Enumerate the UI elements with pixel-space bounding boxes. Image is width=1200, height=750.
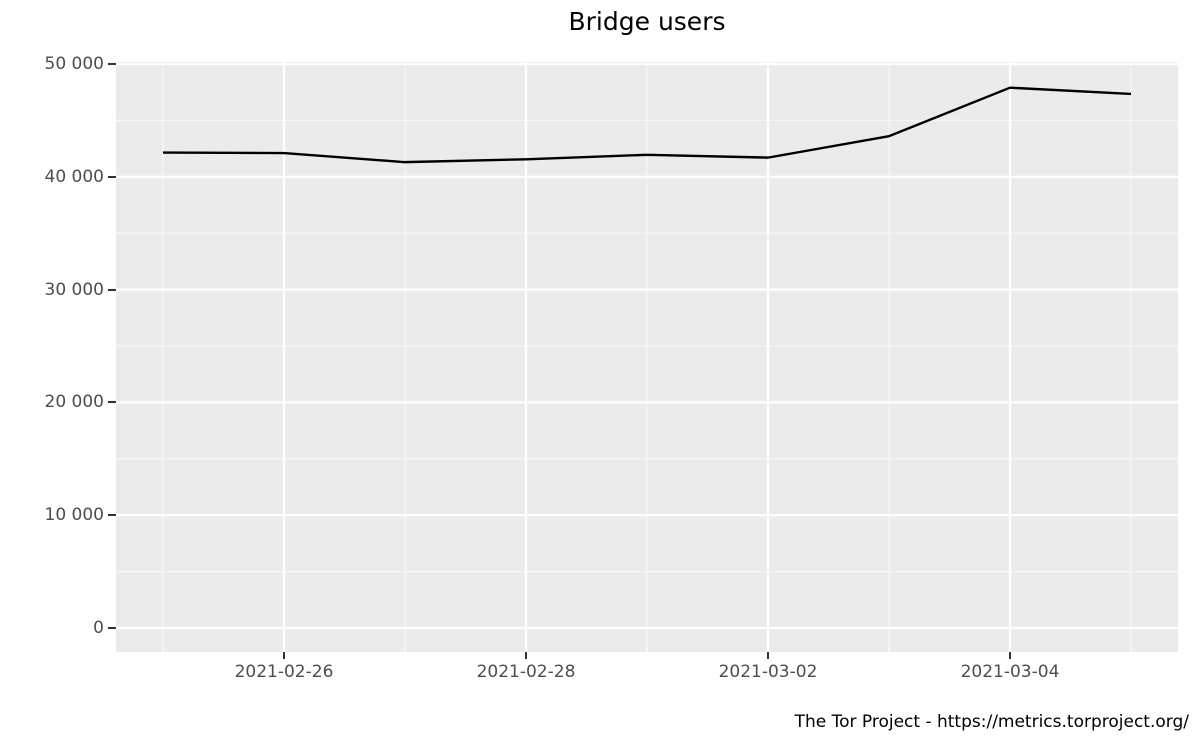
y-axis-tick-label: 40 000 <box>44 166 104 187</box>
y-axis-tick-mark <box>108 401 116 404</box>
x-axis-tick-mark <box>767 652 769 659</box>
chart-title: Bridge users <box>568 7 726 36</box>
data-line-bridge-users <box>162 86 1132 164</box>
y-axis-tick-mark <box>108 175 116 178</box>
y-axis-tick-mark <box>108 514 116 517</box>
y-axis-tick-label: 30 000 <box>44 279 104 300</box>
y-axis-tick-label: 10 000 <box>44 505 104 526</box>
x-axis-tick-label: 2021-03-04 <box>960 662 1060 682</box>
plot-panel <box>116 62 1178 652</box>
y-axis-tick-label: 50 000 <box>44 54 104 74</box>
y-axis-tick-label: 20 000 <box>44 392 104 413</box>
y-axis-tick-label: 0 <box>93 618 104 638</box>
x-axis-tick-label: 2021-02-26 <box>234 662 334 682</box>
y-axis-tick-mark <box>108 288 116 291</box>
x-axis-tick-mark <box>1009 652 1011 659</box>
chart-caption: The Tor Project - https://metrics.torpro… <box>794 712 1189 732</box>
x-axis-tick-mark <box>525 652 527 659</box>
x-axis-tick-label: 2021-03-02 <box>718 662 818 682</box>
x-axis-tick-mark <box>283 652 285 659</box>
y-axis-tick-mark <box>108 627 116 629</box>
plot-canvas <box>116 62 1178 652</box>
y-axis-tick-mark <box>108 63 116 65</box>
x-axis-tick-label: 2021-02-28 <box>476 662 576 682</box>
